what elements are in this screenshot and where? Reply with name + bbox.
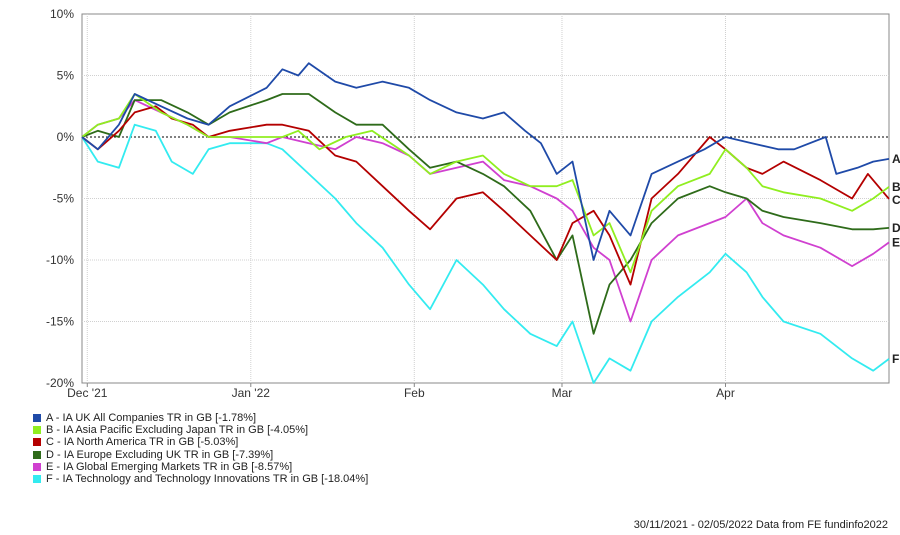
x-tick-label: Mar <box>552 386 573 400</box>
end-label-b: B <box>892 180 900 194</box>
legend: A - IA UK All Companies TR in GB [-1.78%… <box>33 412 368 485</box>
legend-item-c: C - IA North America TR in GB [-5.03%] <box>33 436 368 448</box>
legend-swatch <box>33 426 41 435</box>
legend-label: D - IA Europe Excluding UK TR in GB [-7.… <box>46 448 274 461</box>
grid-lines <box>82 14 889 383</box>
x-tick-label: Apr <box>716 386 735 400</box>
legend-label: F - IA Technology and Technology Innovat… <box>46 473 369 486</box>
legend-label: E - IA Global Emerging Markets TR in GB … <box>46 460 293 473</box>
legend-swatch <box>33 414 41 423</box>
end-label-a: A <box>892 152 900 166</box>
y-tick-label: -5% <box>53 192 75 206</box>
series-line-b <box>81 93 890 274</box>
x-tick-label: Dec '21 <box>67 386 108 400</box>
y-tick-label: 5% <box>57 69 75 83</box>
x-axis: Dec '21 Jan '22 Feb Mar Apr <box>67 383 735 400</box>
legend-label: B - IA Asia Pacific Excluding Japan TR i… <box>46 424 309 437</box>
y-tick-label: 10% <box>50 7 74 21</box>
end-label-f: F <box>892 352 899 366</box>
y-axis: 10% 5% 0% -5% -10% -15% -20% <box>46 7 74 390</box>
end-label-d: D <box>892 221 900 235</box>
x-tick-label: Jan '22 <box>232 386 271 400</box>
end-label-c: C <box>892 193 900 207</box>
y-tick-label: -15% <box>46 315 74 329</box>
x-tick-label: Feb <box>404 386 425 400</box>
legend-label: C - IA North America TR in GB [-5.03%] <box>46 436 239 449</box>
series-line-a <box>81 62 890 261</box>
end-label-e: E <box>892 235 900 249</box>
plot-area <box>81 13 890 384</box>
series-line-f <box>81 123 890 384</box>
legend-item-f: F - IA Technology and Technology Innovat… <box>33 473 368 485</box>
y-tick-label: -20% <box>46 376 74 390</box>
footer-source: 30/11/2021 - 02/05/2022 Data from FE fun… <box>633 519 888 531</box>
legend-swatch <box>33 450 41 459</box>
legend-item-d: D - IA Europe Excluding UK TR in GB [-7.… <box>33 449 368 461</box>
series-lines <box>81 62 890 384</box>
legend-label: A - IA UK All Companies TR in GB [-1.78%… <box>46 412 257 425</box>
y-tick-label: -10% <box>46 253 74 267</box>
series-line-d <box>81 93 890 335</box>
legend-swatch <box>33 438 41 447</box>
legend-swatch <box>33 475 41 484</box>
legend-swatch <box>33 462 41 471</box>
legend-item-e: E - IA Global Emerging Markets TR in GB … <box>33 461 368 473</box>
legend-item-b: B - IA Asia Pacific Excluding Japan TR i… <box>33 424 368 436</box>
legend-item-a: A - IA UK All Companies TR in GB [-1.78%… <box>33 412 368 424</box>
y-tick-label: 0% <box>57 130 75 144</box>
